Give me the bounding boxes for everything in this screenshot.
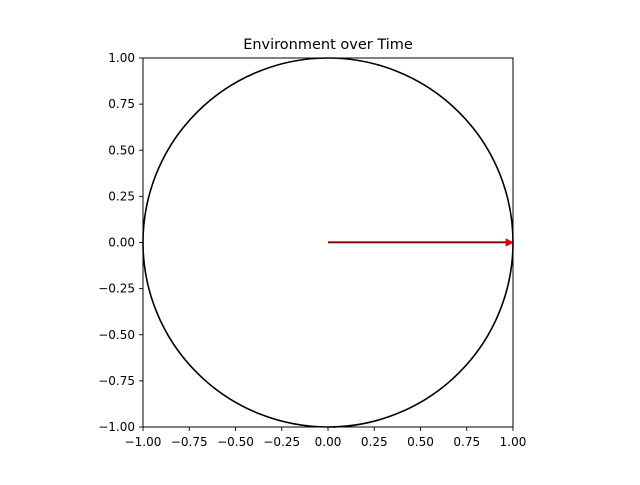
- x-axis: −1.00 −0.75 −0.50 −0.25 0.00 0.25 0.50 0.75 1.00: [125, 427, 527, 449]
- x-tick-label: 0.00: [315, 435, 342, 449]
- y-tick-label: 0.50: [108, 143, 135, 157]
- x-tick-label: 0.25: [361, 435, 388, 449]
- x-tick-label: 1.00: [500, 435, 527, 449]
- chart-title: Environment over Time: [243, 37, 413, 53]
- y-tick-label: 0.75: [108, 97, 135, 111]
- y-axis: −1.00 −0.75 −0.50 −0.25 0.00 0.25 0.50 0.75 1.00: [98, 51, 143, 434]
- arrow-head-0: [505, 238, 514, 247]
- y-tick-label: 0.25: [108, 189, 135, 203]
- x-tick-label: −0.25: [263, 435, 300, 449]
- y-tick-label: −1.00: [98, 420, 135, 434]
- y-tick-label: 0.00: [108, 236, 135, 250]
- y-tick-label: −0.25: [98, 282, 135, 296]
- y-tick-label: −0.50: [98, 328, 135, 342]
- x-tick-label: −1.00: [125, 435, 162, 449]
- x-tick-label: 0.50: [407, 435, 434, 449]
- plot-area: [142, 57, 514, 428]
- x-tick-label: −0.50: [217, 435, 254, 449]
- x-tick-label: −0.75: [171, 435, 208, 449]
- x-tick-label: 0.75: [453, 435, 480, 449]
- y-tick-label: 1.00: [108, 51, 135, 65]
- y-tick-label: −0.75: [98, 374, 135, 388]
